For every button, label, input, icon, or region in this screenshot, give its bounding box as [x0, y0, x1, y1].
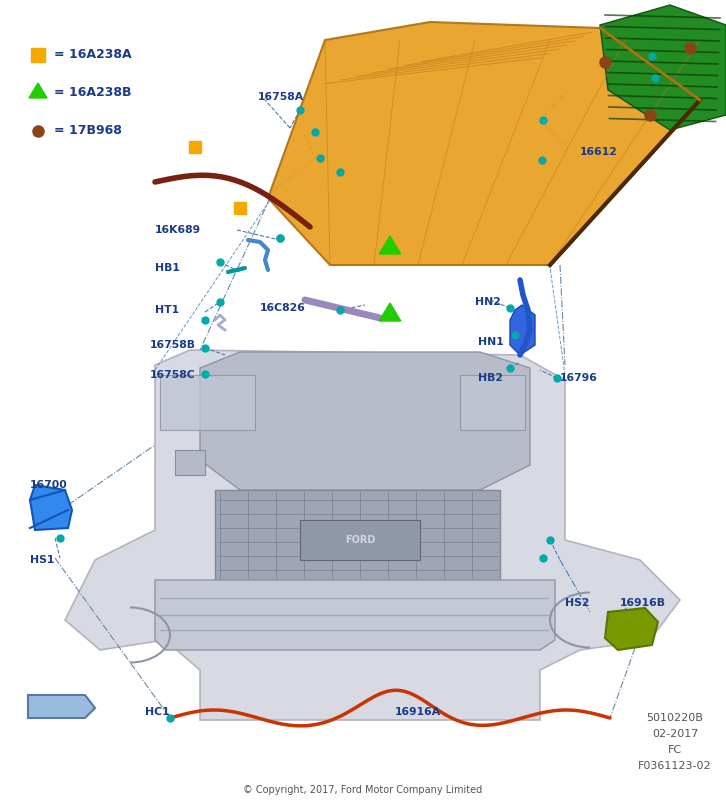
- Text: HC1: HC1: [145, 707, 170, 717]
- Text: HT1: HT1: [155, 305, 179, 315]
- Polygon shape: [29, 83, 47, 98]
- Text: 16758B: 16758B: [150, 340, 196, 350]
- Text: © Copyright, 2017, Ford Motor Company Limited: © Copyright, 2017, Ford Motor Company Li…: [243, 785, 483, 795]
- Text: 16C826: 16C826: [260, 303, 306, 313]
- Text: = 16A238B: = 16A238B: [54, 87, 131, 99]
- Text: 02-2017: 02-2017: [652, 729, 698, 739]
- Polygon shape: [268, 22, 700, 265]
- Polygon shape: [30, 485, 72, 530]
- Polygon shape: [65, 350, 680, 720]
- Polygon shape: [510, 305, 535, 355]
- Text: 16916B: 16916B: [620, 598, 666, 608]
- Text: HB2: HB2: [478, 373, 503, 383]
- Polygon shape: [155, 580, 555, 650]
- Bar: [300, 520, 420, 560]
- Text: FC: FC: [668, 745, 682, 755]
- Text: 16916A: 16916A: [395, 707, 441, 717]
- Text: 16612: 16612: [580, 147, 618, 157]
- Text: F0361123-02: F0361123-02: [638, 761, 711, 771]
- Bar: [460, 375, 525, 430]
- Text: = 16A238A: = 16A238A: [54, 49, 131, 62]
- Bar: [31, 48, 45, 62]
- Polygon shape: [200, 352, 530, 490]
- Bar: [189, 141, 201, 153]
- Text: HN1: HN1: [478, 337, 504, 347]
- Text: 5010220B: 5010220B: [647, 713, 703, 723]
- Polygon shape: [379, 303, 401, 321]
- Text: HB1: HB1: [155, 263, 180, 273]
- Text: 16758C: 16758C: [150, 370, 196, 380]
- Polygon shape: [28, 695, 95, 718]
- Polygon shape: [600, 5, 726, 130]
- Bar: [160, 375, 255, 430]
- Text: HN2: HN2: [475, 297, 501, 307]
- Text: 16K689: 16K689: [155, 225, 201, 235]
- Text: 16796: 16796: [560, 373, 598, 383]
- Text: 16700: 16700: [30, 480, 68, 490]
- Text: 16758A: 16758A: [258, 92, 304, 102]
- Polygon shape: [605, 608, 658, 650]
- Polygon shape: [215, 490, 500, 580]
- Text: HS2: HS2: [565, 598, 590, 608]
- Text: FORD: FORD: [345, 535, 375, 545]
- Polygon shape: [379, 236, 401, 254]
- Bar: [175, 450, 205, 475]
- Bar: [234, 202, 246, 214]
- Text: = 17B968: = 17B968: [54, 124, 122, 138]
- Text: HS1: HS1: [30, 555, 54, 565]
